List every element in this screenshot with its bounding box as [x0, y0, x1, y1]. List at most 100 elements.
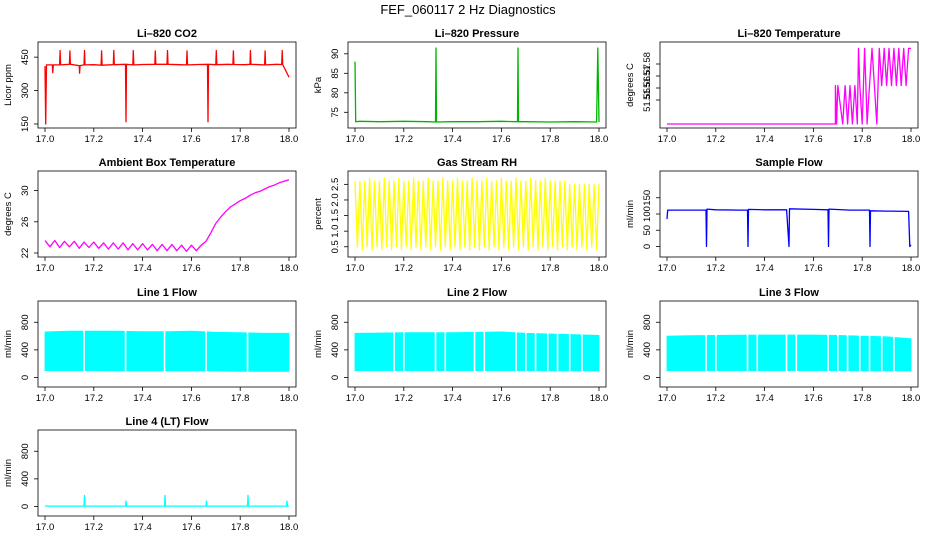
x-tick-label: 17.2 — [707, 393, 726, 404]
x-tick-label: 17.2 — [707, 134, 726, 145]
x-tick-label: 17.2 — [85, 522, 104, 533]
plot-frame — [37, 300, 297, 388]
y-tick-label: 300 — [20, 83, 31, 99]
x-tick-label: 17.8 — [541, 134, 560, 145]
y-tick-label: 90 — [330, 49, 341, 60]
x-tick-label: 17.6 — [492, 393, 511, 404]
x-tick-label: 17.4 — [133, 522, 152, 533]
x-tick-label: 17.6 — [492, 263, 511, 274]
y-tick-label: 1.5 — [330, 209, 341, 222]
y-tick-label: 50 — [642, 225, 653, 236]
x-tick-label: 17.6 — [182, 134, 201, 145]
x-tick-label: 17.2 — [395, 134, 414, 145]
y-axis-label: Licor ppm — [3, 64, 14, 106]
y-tick-label: 51.56 — [642, 76, 653, 100]
x-tick-label: 18.0 — [590, 134, 609, 145]
y-tick-label: 51.58 — [642, 52, 653, 76]
panel-li-820-temperature: Li–820 Temperature degrees C 17.0 17.2 17.4 1… — [625, 28, 920, 145]
x-tick-label: 17.6 — [804, 393, 823, 404]
y-tick-label: 0 — [20, 375, 31, 380]
x-tick-label: 18.0 — [902, 263, 921, 274]
y-tick-label: 150 — [20, 116, 31, 132]
panel-title: Line 1 Flow — [137, 287, 197, 299]
plot-frame — [37, 170, 297, 258]
panel-li-820-co2: Li–820 CO2 Licor ppm 17.0 17.2 17.4 17.6 17.8 1… — [3, 28, 298, 145]
panel-line-1-flow: Line 1 Flow ml/min 17.0 17.2 17.4 17.6 17.8 18.… — [3, 287, 298, 404]
y-tick-label: 1.0 — [330, 225, 341, 238]
x-tick-label: 17.0 — [36, 393, 55, 404]
x-tick-label: 17.4 — [755, 134, 774, 145]
x-tick-label: 17.4 — [133, 134, 152, 145]
y-axis-label: ml/min — [313, 330, 324, 358]
y-axis-label: ml/min — [625, 330, 636, 358]
data-series-line — [666, 208, 912, 248]
y-tick-label: 400 — [20, 342, 31, 358]
x-tick-label: 17.8 — [541, 263, 560, 274]
y-tick-label: 150 — [642, 190, 653, 206]
panel-line-3-flow: Line 3 Flow ml/min 17.0 17.2 17.4 17.6 17.8 18.… — [625, 287, 920, 404]
y-tick-label: 80 — [330, 88, 341, 99]
panel-sample-flow: Sample Flow ml/min 17.0 17.2 17.4 17.6 17.8 18.… — [625, 157, 920, 274]
x-tick-label: 17.4 — [133, 263, 152, 274]
plot-frame — [347, 41, 607, 129]
y-tick-label: 400 — [642, 342, 653, 358]
plot-frame — [37, 429, 297, 517]
figure-title: FEF_060117 2 Hz Diagnostics — [380, 2, 556, 17]
x-tick-label: 17.4 — [443, 393, 462, 404]
y-tick-label: 75 — [330, 107, 341, 118]
y-tick-label: 800 — [20, 443, 31, 459]
x-tick-label: 17.8 — [231, 134, 250, 145]
panel-title: Line 4 (LT) Flow — [126, 416, 209, 428]
y-tick-label: 450 — [20, 49, 31, 65]
y-axis-label: ml/min — [3, 330, 14, 358]
x-tick-label: 17.4 — [755, 393, 774, 404]
x-tick-label: 17.8 — [541, 393, 560, 404]
y-tick-label: 0 — [20, 504, 31, 509]
x-tick-label: 17.2 — [395, 393, 414, 404]
panel-title: Line 2 Flow — [447, 287, 507, 299]
x-tick-label: 18.0 — [590, 263, 609, 274]
x-tick-label: 17.6 — [182, 263, 201, 274]
y-axis-label: degrees C — [3, 192, 14, 236]
flow-band — [354, 331, 600, 372]
y-tick-label: 0 — [642, 375, 653, 380]
x-tick-label: 17.4 — [133, 393, 152, 404]
x-tick-label: 17.2 — [85, 134, 104, 145]
y-axis-label: kPa — [313, 76, 324, 93]
y-tick-label: 85 — [330, 68, 341, 79]
x-tick-label: 17.0 — [658, 263, 677, 274]
x-tick-label: 17.8 — [231, 393, 250, 404]
x-tick-label: 18.0 — [280, 263, 299, 274]
plot-frame — [347, 170, 607, 258]
panel-li-820-pressure: Li–820 Pressure kPa 17.0 17.2 17.4 17.6 17.8 18… — [313, 28, 608, 145]
x-tick-label: 17.8 — [853, 393, 872, 404]
x-tick-label: 17.6 — [182, 522, 201, 533]
x-tick-label: 17.0 — [658, 393, 677, 404]
x-tick-label: 17.4 — [755, 263, 774, 274]
plot-frame — [659, 41, 919, 129]
panel-title: Ambient Box Temperature — [99, 157, 236, 169]
y-tick-label: 26 — [20, 217, 31, 228]
y-tick-label: 2.5 — [330, 178, 341, 191]
y-tick-label: 0 — [330, 375, 341, 380]
y-tick-label: 0 — [642, 244, 653, 249]
x-tick-label: 18.0 — [280, 522, 299, 533]
x-tick-label: 17.6 — [804, 263, 823, 274]
panel-line-4-lt-flow: Line 4 (LT) Flow ml/min 17.0 17.2 17.4 17.6 17… — [3, 416, 298, 533]
panel-title: Li–820 Temperature — [737, 28, 840, 40]
data-series-line — [354, 47, 600, 123]
y-tick-label: 400 — [330, 342, 341, 358]
data-series-line — [44, 179, 290, 253]
x-tick-label: 17.0 — [36, 263, 55, 274]
y-axis-label: ml/min — [3, 459, 14, 487]
y-tick-label: 2.0 — [330, 193, 341, 206]
plot-frame — [347, 300, 607, 388]
data-series-line — [354, 177, 600, 251]
x-tick-label: 17.8 — [231, 522, 250, 533]
y-tick-label: 51.57 — [642, 64, 653, 88]
x-tick-label: 17.8 — [853, 263, 872, 274]
x-tick-label: 17.6 — [492, 134, 511, 145]
x-tick-label: 17.2 — [85, 393, 104, 404]
x-tick-label: 18.0 — [590, 393, 609, 404]
